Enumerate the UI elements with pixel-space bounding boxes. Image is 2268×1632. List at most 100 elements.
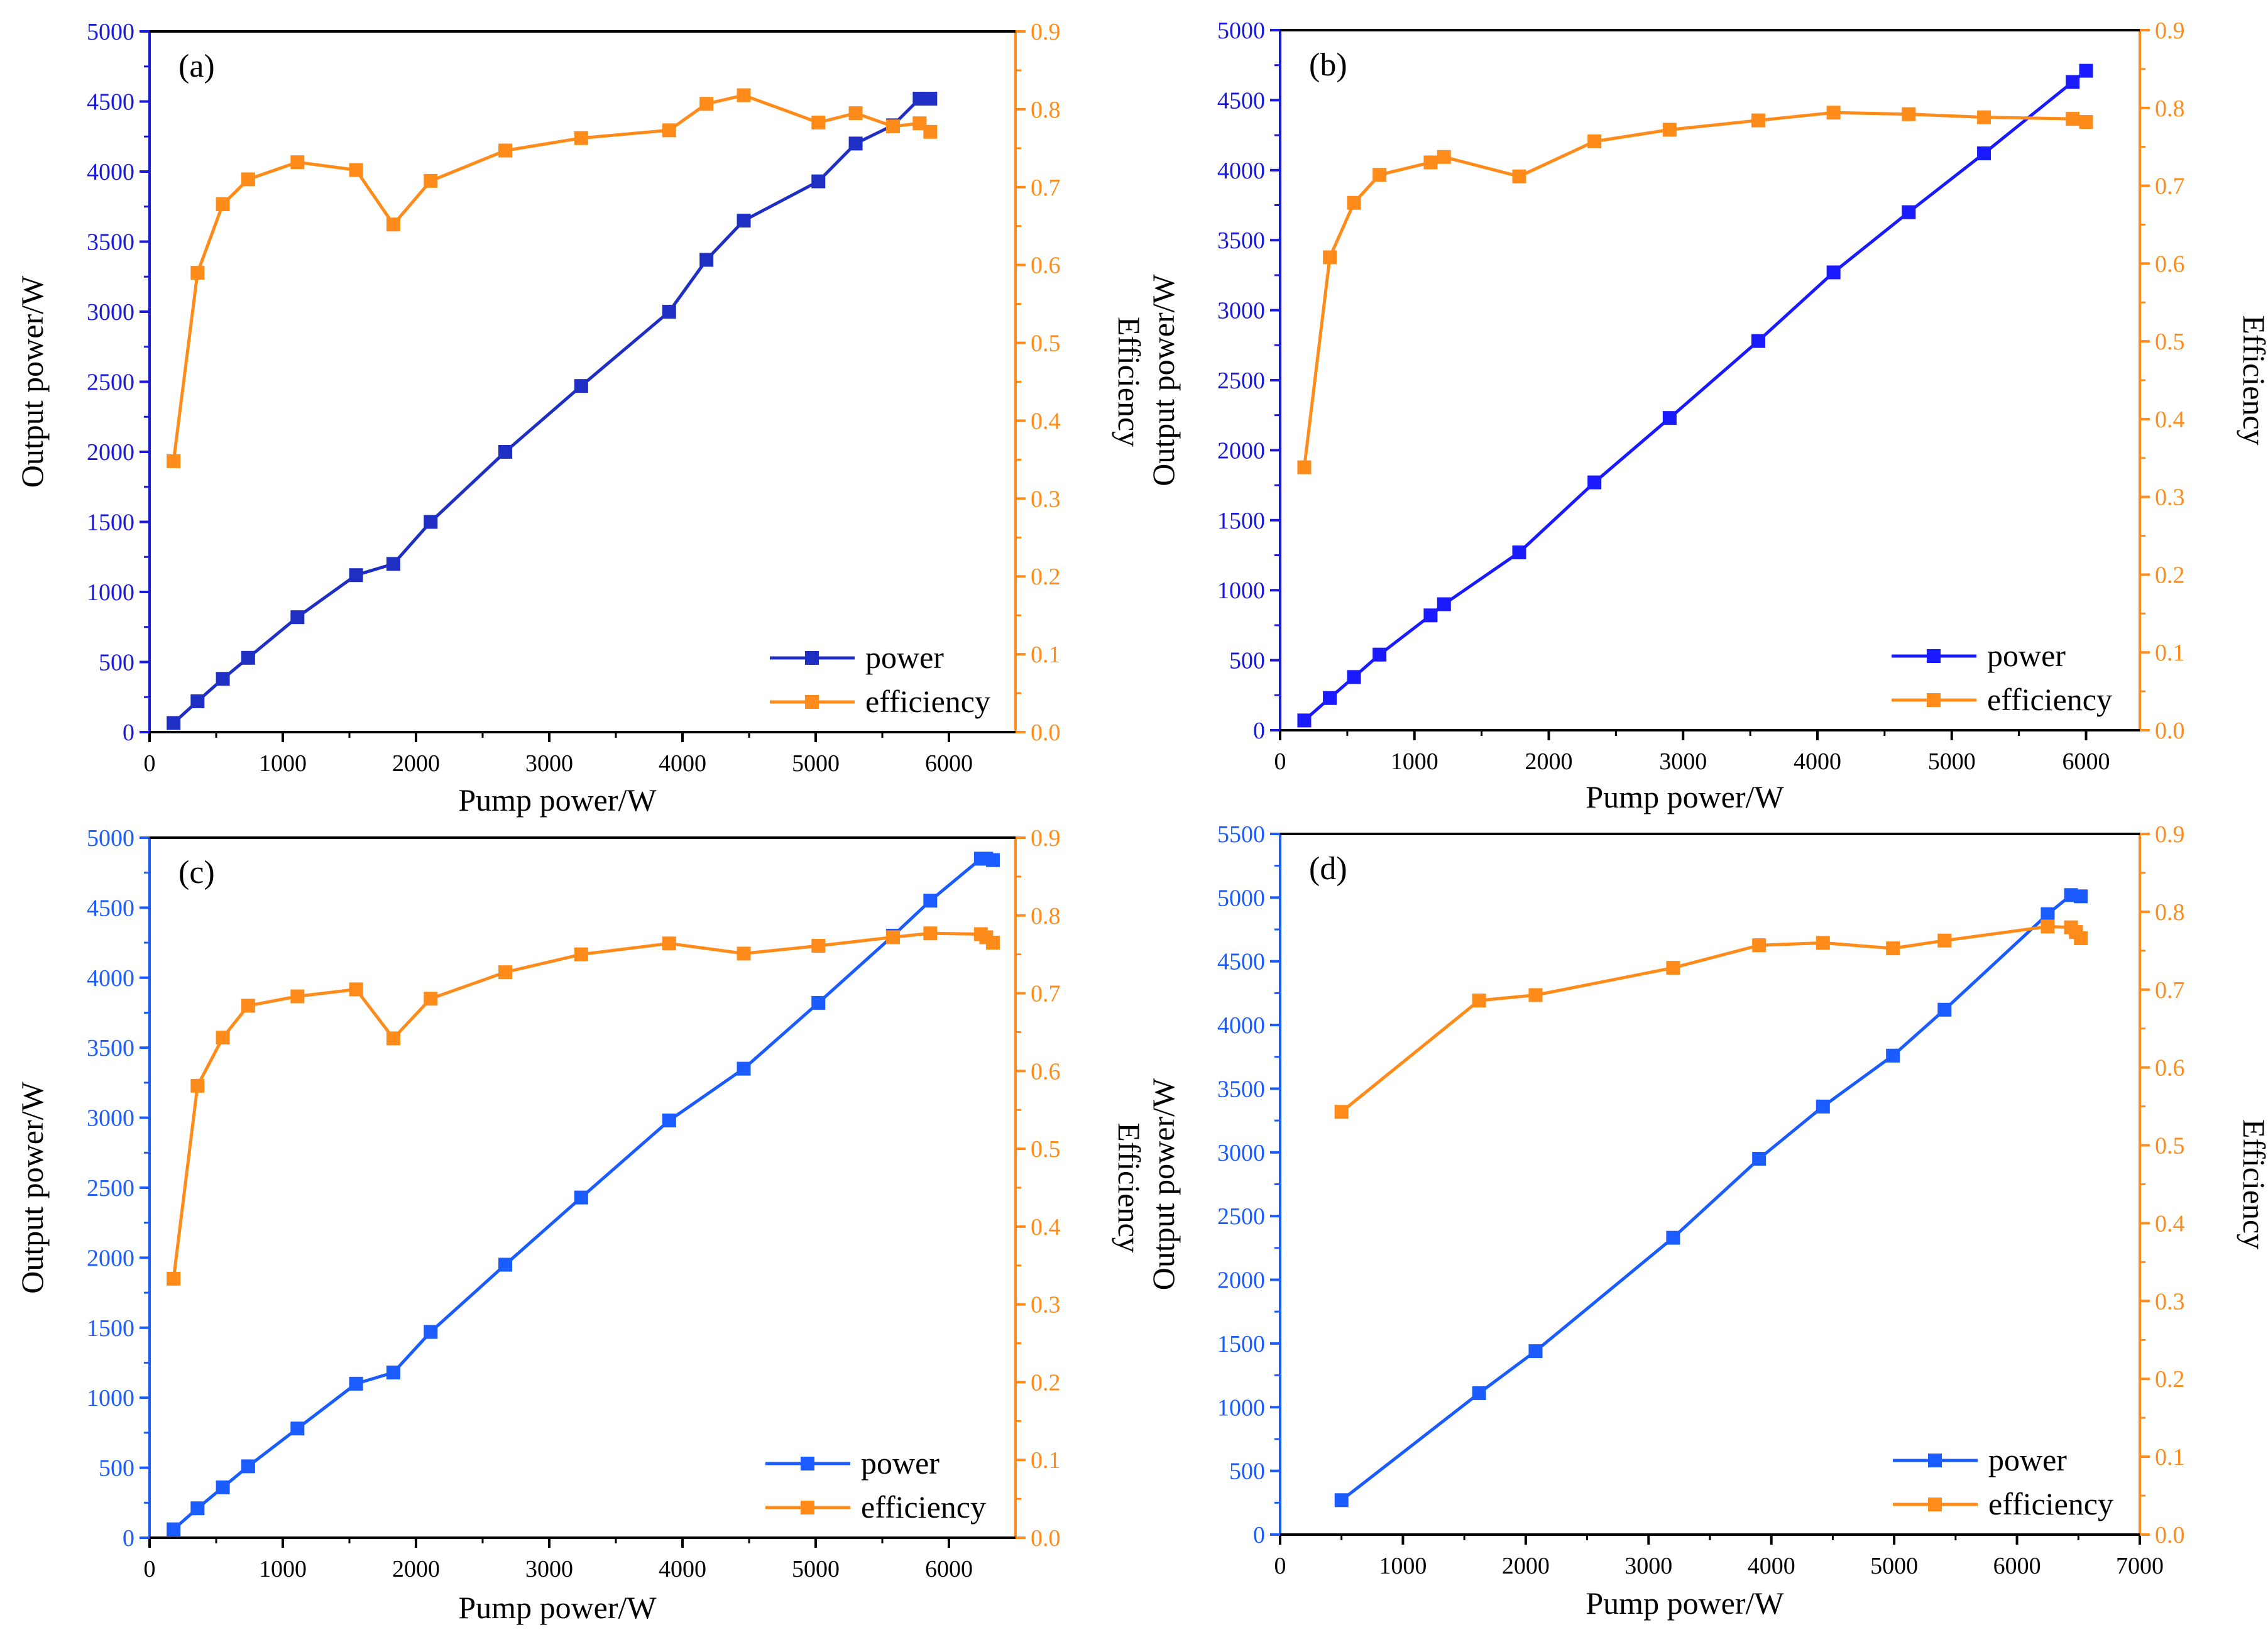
y2-tick-label: 0.4 [2155,1210,2185,1237]
data-point-efficiency [1347,195,1361,210]
y-tick-label: 1500 [87,1315,134,1342]
data-point-efficiency [2066,112,2080,126]
data-point-power [1886,1048,1900,1063]
y2-tick-label: 0.6 [2155,251,2185,277]
data-point-efficiency [1666,961,1680,975]
y2-tick-label: 0.9 [1031,825,1061,852]
data-point-power [1816,1099,1830,1114]
y-tick-label: 2500 [1217,1203,1265,1230]
data-point-power [290,1421,305,1436]
data-point-power [1423,608,1438,623]
data-point-efficiency [1323,250,1337,265]
y2-axis-title: Efficiency [1112,317,1147,447]
data-point-efficiency [290,989,305,1004]
y-tick-label: 3000 [1217,1140,1265,1166]
x-axis-title: Pump power/W [1586,779,1784,814]
y2-tick-label: 0.1 [2155,1444,2185,1470]
y2-tick-label: 0.6 [1031,1058,1061,1085]
legend-label-efficiency: efficiency [865,684,990,719]
data-point-efficiency [1886,941,1900,956]
y-tick-label: 1000 [87,579,134,606]
data-point-power [498,445,513,459]
panel-label: (c) [178,855,215,890]
data-point-power [923,894,938,908]
y-tick-label: 1500 [1217,1331,1265,1357]
y-tick-label: 500 [1229,1459,1265,1485]
data-point-efficiency [349,982,363,997]
data-point-power [1323,691,1337,705]
data-point-power [2079,63,2093,78]
x-tick-label: 2000 [392,750,440,777]
x-tick-label: 3000 [525,1556,573,1582]
data-point-efficiency [662,123,676,138]
panel-label: (b) [1309,47,1347,83]
data-point-efficiency [885,930,900,945]
data-point-efficiency [1528,988,1543,1002]
y-axis-title: Output power/W [14,1081,50,1293]
y2-tick-label: 0.7 [1031,981,1061,1007]
y2-tick-label: 0.8 [2155,96,2185,122]
legend-label-power: power [1988,1442,2067,1477]
y2-tick-label: 0.0 [1031,1525,1061,1552]
data-point-power [848,136,863,151]
data-point-efficiency [190,1078,205,1093]
data-point-efficiency [1512,169,1526,183]
y-tick-label: 0 [1253,1522,1265,1548]
data-point-power [1751,334,1765,348]
data-point-efficiency [923,124,938,139]
y-axis-title: Output power/W [14,275,50,488]
y2-tick-label: 0.0 [2155,1522,2185,1548]
data-point-efficiency [1662,123,1677,137]
data-point-power [386,557,400,571]
panel-label: (a) [178,48,215,84]
y2-tick-label: 0.9 [1031,19,1061,45]
x-tick-label: 5000 [792,750,840,777]
data-point-power [574,379,588,393]
x-tick-label: 1000 [1391,748,1438,775]
data-point-power [737,1061,751,1076]
data-point-power [190,1501,205,1516]
x-tick-label: 3000 [1624,1553,1672,1579]
data-point-efficiency [1751,113,1765,128]
x-tick-label: 6000 [925,1556,973,1582]
data-point-efficiency [737,88,751,102]
data-point-power [190,694,205,708]
y2-axis-title: Efficiency [2237,315,2268,445]
y-tick-label: 3500 [1217,227,1265,254]
x-axis-title: Pump power/W [458,782,657,818]
x-tick-label: 3000 [1659,748,1707,775]
y-tick-label: 1500 [87,510,134,536]
y-tick-label: 0 [123,720,134,746]
x-tick-label: 5000 [792,1556,840,1582]
y-tick-label: 1000 [87,1385,134,1411]
y-tick-label: 5500 [1217,821,1265,848]
y2-tick-label: 0.3 [1031,1292,1061,1318]
data-point-power [167,716,181,730]
legend-label-efficiency: efficiency [1988,1486,2113,1521]
data-point-power [216,1480,230,1494]
x-tick-label: 4000 [1748,1553,1795,1579]
y2-tick-label: 0.4 [2155,407,2185,433]
y-tick-label: 3500 [1217,1076,1265,1102]
legend-label-efficiency: efficiency [861,1489,986,1525]
y-tick-label: 2000 [87,1245,134,1271]
x-tick-label: 7000 [2116,1553,2164,1579]
y-tick-label: 500 [99,650,134,676]
data-point-power [1472,1386,1486,1400]
legend-marker-efficiency [1927,693,1941,707]
data-point-power [1334,1493,1349,1508]
data-point-efficiency [662,936,676,951]
y-tick-label: 0 [123,1525,134,1552]
y-tick-label: 4500 [1217,949,1265,975]
legend-marker-power [1928,1454,1942,1467]
y2-axis-title: Efficiency [1112,1122,1147,1252]
data-point-power [574,1190,588,1205]
y-tick-label: 500 [1229,648,1265,674]
data-point-efficiency [699,97,714,111]
y-tick-label: 3500 [87,1035,134,1061]
data-point-efficiency [1334,1105,1349,1119]
y-tick-label: 4500 [87,895,134,921]
y2-tick-label: 0.8 [1031,903,1061,929]
legend-label-power: power [1987,638,2066,673]
legend-marker-power [1927,649,1941,663]
